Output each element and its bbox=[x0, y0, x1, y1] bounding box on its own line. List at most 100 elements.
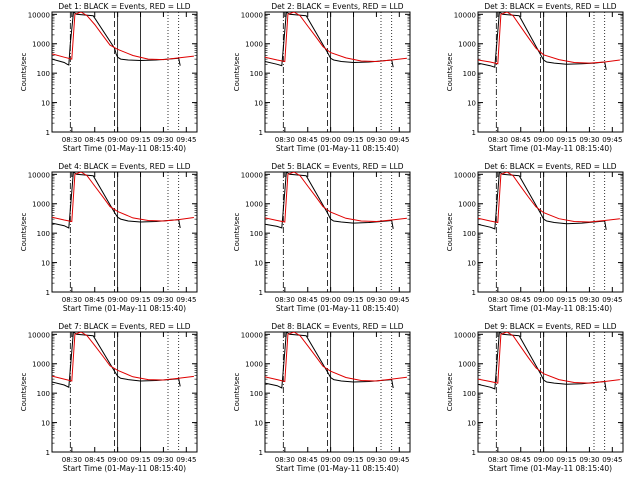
lld-series-line bbox=[265, 332, 407, 383]
panel-title: Det 2: BLACK = Events, RED = LLD bbox=[271, 2, 403, 11]
events-series-line bbox=[478, 12, 607, 70]
panel-title: Det 9: BLACK = Events, RED = LLD bbox=[484, 322, 616, 331]
y-tick-label: 1 bbox=[472, 129, 476, 137]
x-tick-label: 08:30 bbox=[275, 136, 295, 144]
plot-frame bbox=[477, 171, 624, 293]
detector-panel-7: 1 10 100 1000 10000 08:30 08:45 09:00 09:15 09:30… bbox=[20, 322, 198, 473]
series-group bbox=[52, 172, 194, 229]
y-tick-label: 10 bbox=[467, 260, 476, 268]
y-tick-label: 10 bbox=[41, 260, 50, 268]
panel-title: Det 3: BLACK = Events, RED = LLD bbox=[484, 2, 616, 11]
lld-series-line bbox=[478, 12, 620, 65]
y-axis-label: Counts/sec bbox=[446, 53, 454, 92]
x-tick-label: 08:30 bbox=[488, 456, 508, 464]
x-tick-label: 09:00 bbox=[321, 456, 341, 464]
y-tick-label: 1 bbox=[259, 449, 263, 457]
x-tick-label: 09:30 bbox=[366, 456, 386, 464]
y-tick-label: 100 bbox=[37, 230, 50, 238]
y-tick-label: 10 bbox=[254, 100, 263, 108]
y-tick-label: 10 bbox=[467, 420, 476, 428]
x-tick-label: 08:45 bbox=[511, 136, 531, 144]
events-series-line bbox=[478, 332, 607, 391]
y-tick-label: 1 bbox=[259, 129, 263, 137]
x-tick-label: 09:00 bbox=[534, 456, 554, 464]
y-tick-label: 10 bbox=[41, 420, 50, 428]
events-series-line bbox=[52, 12, 181, 66]
series-group bbox=[265, 332, 407, 389]
detector-panel-2: 1 10 100 1000 10000 08:30 08:45 09:00 09:15 09:30… bbox=[233, 2, 411, 153]
y-tick-label: 1000 bbox=[32, 361, 50, 369]
series-group bbox=[478, 172, 620, 230]
x-tick-label: 09:45 bbox=[602, 296, 622, 304]
y-tick-label: 10 bbox=[254, 260, 263, 268]
y-tick-label: 100 bbox=[250, 70, 263, 78]
lld-series-line bbox=[478, 332, 620, 384]
x-tick-label: 08:30 bbox=[275, 296, 295, 304]
events-series-line bbox=[52, 172, 181, 229]
y-tick-label: 10000 bbox=[454, 171, 476, 179]
x-tick-label: 09:15 bbox=[343, 136, 363, 144]
x-tick-label: 09:00 bbox=[534, 136, 554, 144]
x-tick-label: 09:45 bbox=[176, 136, 196, 144]
panel-title: Det 6: BLACK = Events, RED = LLD bbox=[484, 162, 616, 171]
x-axis-label: Start Time (01-May-11 08:15:40) bbox=[276, 144, 399, 153]
y-axis-label: Counts/sec bbox=[233, 373, 241, 412]
y-tick-label: 1 bbox=[472, 289, 476, 297]
y-tick-label: 10000 bbox=[454, 11, 476, 19]
y-axis-label: Counts/sec bbox=[233, 53, 241, 92]
y-axis-label: Counts/sec bbox=[20, 213, 28, 252]
x-tick-label: 08:45 bbox=[85, 456, 105, 464]
x-tick-label: 09:45 bbox=[176, 456, 196, 464]
panel-title: Det 1: BLACK = Events, RED = LLD bbox=[58, 2, 190, 11]
panel-title: Det 4: BLACK = Events, RED = LLD bbox=[58, 162, 190, 171]
series-group bbox=[478, 332, 620, 391]
x-tick-label: 09:30 bbox=[579, 456, 599, 464]
y-axis-label: Counts/sec bbox=[20, 373, 28, 412]
x-tick-label: 08:45 bbox=[511, 296, 531, 304]
x-tick-label: 09:30 bbox=[366, 296, 386, 304]
x-tick-label: 09:30 bbox=[153, 136, 173, 144]
y-tick-label: 100 bbox=[250, 390, 263, 398]
x-tick-label: 09:45 bbox=[389, 136, 409, 144]
x-tick-label: 08:30 bbox=[488, 136, 508, 144]
x-tick-label: 09:00 bbox=[108, 456, 128, 464]
detector-panel-9: 1 10 100 1000 10000 08:30 08:45 09:00 09:15 09:30… bbox=[446, 322, 624, 473]
y-tick-label: 10 bbox=[41, 100, 50, 108]
x-tick-label: 09:00 bbox=[321, 136, 341, 144]
x-tick-label: 09:15 bbox=[130, 296, 150, 304]
x-tick-label: 08:30 bbox=[488, 296, 508, 304]
y-axis-label: Counts/sec bbox=[446, 373, 454, 412]
x-tick-label: 08:45 bbox=[298, 296, 318, 304]
x-tick-label: 09:15 bbox=[130, 136, 150, 144]
x-axis-label: Start Time (01-May-11 08:15:40) bbox=[63, 304, 186, 313]
y-tick-label: 1000 bbox=[458, 201, 476, 209]
y-axis-label: Counts/sec bbox=[446, 213, 454, 252]
detector-panel-3: 1 10 100 1000 10000 08:30 08:45 09:00 09:15 09:30… bbox=[446, 2, 624, 153]
plot-frame bbox=[51, 11, 198, 133]
y-tick-label: 100 bbox=[463, 230, 476, 238]
plot-frame bbox=[477, 331, 624, 453]
y-tick-label: 100 bbox=[463, 390, 476, 398]
detector-panel-4: 1 10 100 1000 10000 08:30 08:45 09:00 09:15 09:30… bbox=[20, 162, 198, 313]
y-axis-label: Counts/sec bbox=[233, 213, 241, 252]
events-series-line bbox=[265, 12, 394, 68]
x-tick-label: 09:15 bbox=[343, 456, 363, 464]
lld-series-line bbox=[265, 172, 407, 223]
detector-panel-6: 1 10 100 1000 10000 08:30 08:45 09:00 09:15 09:30… bbox=[446, 162, 624, 313]
x-tick-label: 09:30 bbox=[366, 136, 386, 144]
y-tick-label: 1000 bbox=[245, 201, 263, 209]
y-tick-label: 1 bbox=[46, 129, 50, 137]
y-tick-label: 10000 bbox=[241, 331, 263, 339]
x-tick-label: 09:15 bbox=[130, 456, 150, 464]
series-group bbox=[265, 12, 407, 68]
plot-frame bbox=[264, 11, 411, 133]
panel-title: Det 5: BLACK = Events, RED = LLD bbox=[271, 162, 403, 171]
x-tick-label: 09:30 bbox=[579, 296, 599, 304]
events-series-line bbox=[265, 172, 394, 229]
x-axis-label: Start Time (01-May-11 08:15:40) bbox=[276, 304, 399, 313]
x-axis-label: Start Time (01-May-11 08:15:40) bbox=[276, 464, 399, 473]
panel-title: Det 7: BLACK = Events, RED = LLD bbox=[58, 322, 190, 331]
x-tick-label: 09:45 bbox=[602, 456, 622, 464]
y-tick-label: 10 bbox=[467, 100, 476, 108]
